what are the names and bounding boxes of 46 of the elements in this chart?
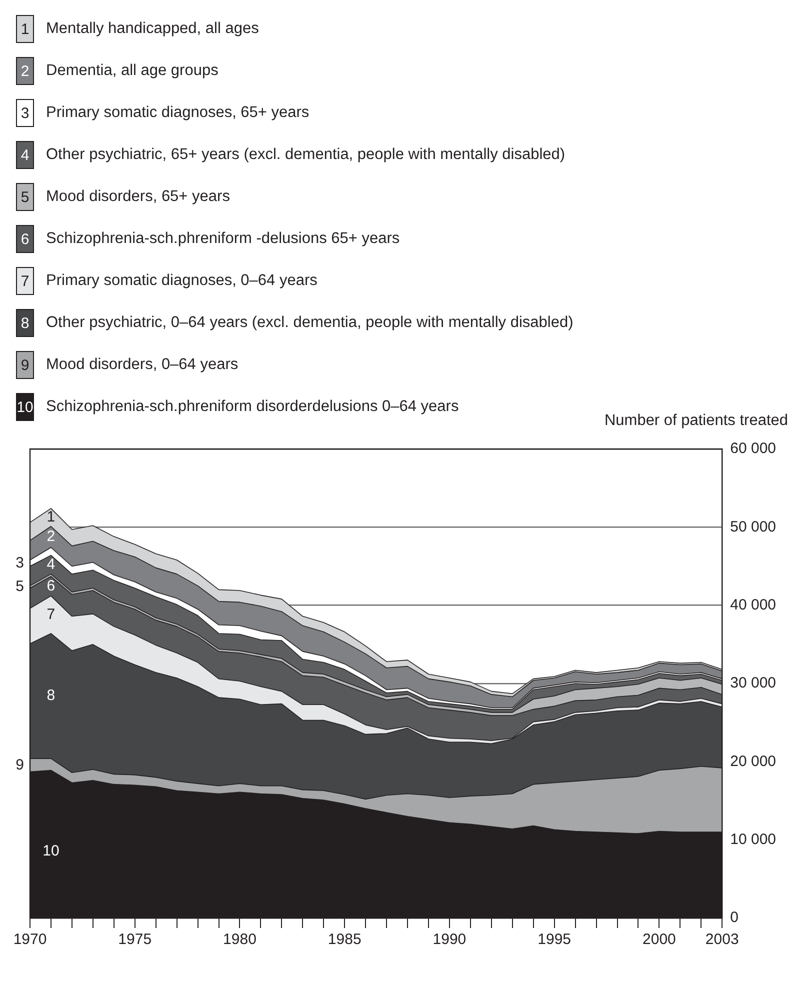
- text: 5: [16, 578, 24, 596]
- annotation: 2: [46, 528, 56, 546]
- legend-swatch: 4: [16, 141, 34, 169]
- annotation: 6: [46, 577, 56, 594]
- y-tick-label: 60 000: [730, 440, 776, 458]
- legend-swatch: 1: [16, 15, 34, 43]
- legend-swatch: 3: [16, 99, 34, 127]
- x-tick-label: 2003: [705, 931, 739, 948]
- legend-label: Mood disorders, 65+ years: [46, 188, 230, 206]
- legend-label: Schizophrenia-sch.phreniform -delusions 65+ years: [46, 230, 400, 248]
- y-tick-label: 50 000: [730, 518, 776, 536]
- annotation: 7: [46, 606, 56, 623]
- x-tick-label: 2000: [642, 931, 676, 948]
- legend-label: Dementia, all age groups: [46, 62, 218, 80]
- legend-label: Other psychiatric, 65+ years (excl. dementia, people with mentally disabled): [46, 146, 566, 164]
- annotation: 4: [46, 556, 56, 573]
- legend-label: Mood disorders, 0–64 years: [46, 356, 238, 374]
- annotation: 8: [46, 687, 56, 704]
- y-tick-label: 0: [730, 909, 738, 926]
- legend-swatch: 10: [16, 393, 34, 421]
- legend-swatch: 5: [16, 183, 34, 211]
- legend-label: Primary somatic diagnoses, 0–64 years: [46, 272, 318, 290]
- legend-swatch: 8: [16, 309, 34, 337]
- annotation: 10: [42, 842, 60, 860]
- text: 9: [16, 756, 24, 774]
- legend-swatch: 6: [16, 225, 34, 253]
- legend-label: Mentally handicapped, all ages: [46, 20, 259, 38]
- x-tick-label: 1990: [432, 931, 466, 948]
- x-tick-label: 1995: [538, 931, 572, 948]
- y-axis-title: Number of patients treated: [604, 411, 788, 431]
- y-tick-label: 40 000: [730, 596, 776, 614]
- y-tick-label: 20 000: [730, 752, 776, 770]
- legend-label: Schizophrenia-sch.phreniform disorderdelusions 0–64 years: [46, 398, 459, 416]
- x-tick-label: 1985: [328, 931, 362, 948]
- legend-label: Other psychiatric, 0–64 years (excl. dementia, people with mentally disabled): [46, 314, 574, 332]
- legend-label: Primary somatic diagnoses, 65+ years: [46, 104, 310, 122]
- annotation: 1: [46, 508, 56, 526]
- legend-swatch: 7: [16, 267, 34, 295]
- y-tick-label: 10 000: [730, 830, 776, 848]
- text: 3: [16, 554, 24, 572]
- legend-swatch: 9: [16, 351, 34, 379]
- x-tick-label: 1970: [13, 931, 47, 948]
- x-tick-label: 1975: [118, 931, 152, 948]
- legend-swatch: 2: [16, 57, 34, 85]
- y-tick-label: 30 000: [730, 674, 776, 692]
- x-tick-label: 1980: [223, 931, 256, 948]
